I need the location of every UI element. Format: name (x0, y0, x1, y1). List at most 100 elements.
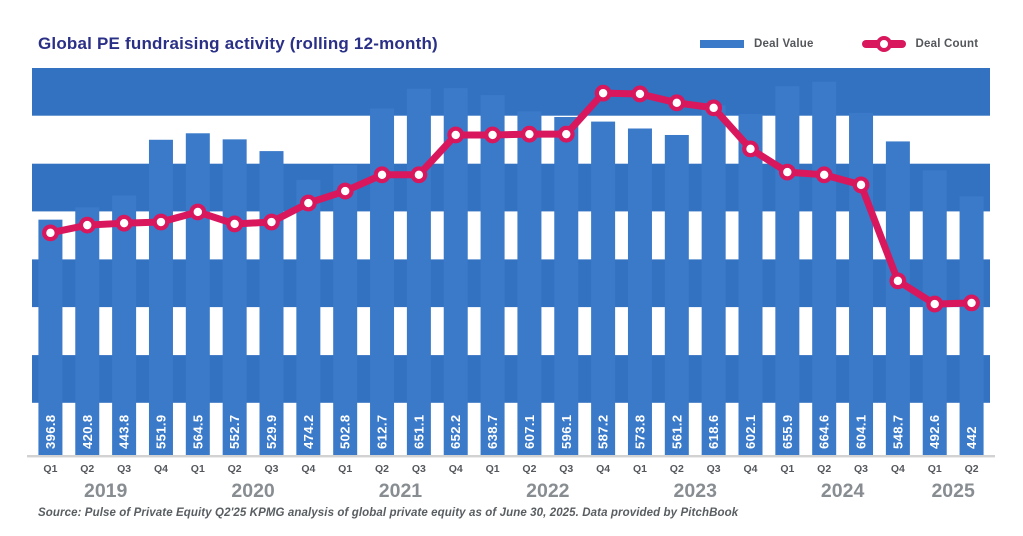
quarter-tick-label: Q1 (486, 463, 500, 475)
deal-count-point (447, 126, 465, 144)
deal-value-bar (259, 151, 284, 455)
deal-count-point (152, 213, 170, 231)
quarter-tick-label: Q1 (338, 463, 352, 475)
quarter-tick-label: Q2 (670, 463, 684, 475)
year-label: 2019 (84, 480, 128, 502)
bar-value-label: 618.6 (706, 414, 721, 449)
deal-count-point (815, 166, 833, 184)
deal-count-point (521, 125, 538, 143)
deal-value-bar (701, 105, 726, 456)
deal-value-bar (517, 111, 542, 455)
bar-value-label: 664.6 (817, 414, 832, 449)
legend-label-deal-count: Deal Count (915, 38, 979, 50)
bar-value-label: 607.1 (522, 414, 537, 449)
deal-value-bar (738, 113, 763, 455)
legend: Deal Value Deal Count (700, 36, 978, 52)
bar-value-label: 474.2 (301, 414, 316, 449)
deal-count-point (189, 203, 207, 221)
deal-value-bar (370, 108, 395, 455)
deal-value-bar (591, 121, 616, 455)
quarter-tick-label: Q4 (301, 463, 315, 475)
deal-count-point (594, 84, 612, 102)
bar-value-label: 612.7 (375, 414, 390, 449)
bar-value-label: 602.1 (743, 414, 758, 449)
year-label: 2025 (931, 480, 975, 502)
quarter-tick-label: Q3 (854, 463, 868, 475)
deal-count-point (336, 182, 354, 200)
quarter-tick-label: Q2 (228, 463, 242, 475)
grid-band (32, 259, 990, 308)
deal-value-bar (959, 196, 984, 455)
deal-count-point (373, 166, 391, 184)
deal-value-bar (627, 128, 652, 456)
deal-value-bar (333, 165, 358, 456)
bar-value-label: 552.7 (227, 414, 242, 449)
quarter-tick-label: Q4 (743, 463, 757, 475)
grid-band (32, 68, 990, 116)
quarter-tick-label: Q3 (559, 463, 573, 475)
deal-count-point (226, 215, 244, 233)
deal-value-bar (296, 179, 321, 456)
quarter-tick-label: Q3 (117, 463, 131, 475)
grid-band (32, 163, 990, 212)
bar-value-label: 564.5 (190, 414, 205, 449)
deal-count-point (42, 224, 59, 242)
deal-value-bar (554, 117, 579, 456)
deal-count-point (78, 216, 96, 234)
deal-value-bar (38, 219, 63, 455)
source-note: Source: Pulse of Private Equity Q2'25 KP… (38, 507, 739, 519)
bar-value-label: 573.8 (632, 414, 647, 449)
bar-value-label: 551.9 (153, 414, 168, 449)
deal-count-point (668, 94, 686, 112)
deal-value-bar (922, 170, 947, 455)
quarter-tick-label: Q3 (264, 463, 278, 475)
deal-value-bar (885, 141, 910, 455)
grid-band (32, 355, 990, 403)
year-label: 2022 (526, 480, 570, 502)
year-label: 2021 (379, 480, 423, 502)
quarter-tick-label: Q4 (449, 463, 463, 475)
quarter-tick-label: Q2 (522, 463, 536, 475)
deal-count-point (889, 272, 907, 290)
bar-value-label: 442 (964, 426, 979, 449)
bar-value-label: 655.9 (780, 414, 795, 449)
bar-value-label: 548.7 (890, 414, 905, 449)
deal-value-bar (148, 139, 173, 456)
quarter-tick-label: Q2 (375, 463, 389, 475)
bar-value-label: 396.8 (43, 414, 58, 449)
quarter-tick-label: Q1 (43, 463, 57, 475)
deal-count-point (299, 194, 317, 212)
quarter-tick-label: Q2 (80, 463, 94, 475)
deal-value-bar (480, 95, 505, 456)
deal-count-swatch-icon (861, 36, 906, 52)
deal-count-point (852, 176, 870, 194)
deal-count-point (742, 140, 759, 158)
quarter-tick-label: Q3 (707, 463, 721, 475)
bar-value-label: 443.8 (117, 414, 132, 449)
quarter-tick-label: Q4 (154, 463, 168, 475)
deal-count-point (705, 99, 723, 117)
deal-value-bar (185, 133, 210, 455)
deal-value-bar (222, 139, 247, 455)
deal-value-swatch-icon (700, 40, 744, 48)
deal-count-point (115, 214, 133, 232)
deal-count-point (484, 126, 501, 144)
deal-value-bar (812, 81, 837, 455)
chart-title: Global PE fundraising activity (rolling … (38, 34, 438, 53)
quarter-tick-label: Q1 (928, 463, 942, 475)
quarter-tick-label: Q4 (891, 463, 905, 475)
deal-count-point (778, 163, 796, 181)
bar-value-label: 596.1 (559, 414, 574, 449)
deal-value-bar (75, 207, 100, 455)
legend-label-deal-value: Deal Value (754, 38, 814, 50)
quarter-tick-label: Q1 (780, 463, 794, 475)
x-axis-line (27, 455, 995, 458)
deal-count-point (631, 85, 649, 103)
quarter-tick-label: Q2 (817, 463, 831, 475)
deal-value-bar (112, 195, 137, 455)
bar-value-label: 492.6 (927, 414, 942, 449)
bar-value-label: 587.2 (596, 414, 611, 449)
bar-value-label: 529.9 (264, 414, 279, 449)
